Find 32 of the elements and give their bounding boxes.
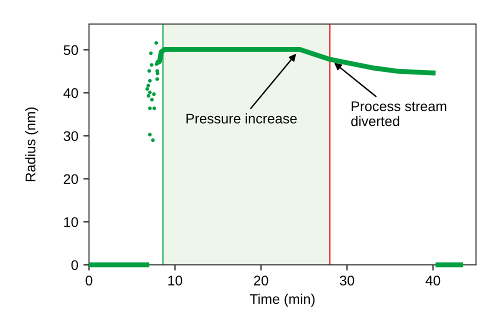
annotation: Pressure increase bbox=[186, 113, 297, 124]
point bbox=[155, 77, 160, 81]
y-tick-label: 20 bbox=[64, 174, 78, 184]
point bbox=[152, 106, 156, 110]
point bbox=[148, 132, 152, 136]
y-tick-label: 30 bbox=[64, 131, 78, 142]
x-tick-label: 40 bbox=[426, 276, 440, 286]
y-tick-label: 40 bbox=[63, 88, 78, 98]
point bbox=[146, 84, 150, 88]
y-tick-label: 10 bbox=[64, 217, 78, 228]
y-axis-title: Radius (nm) bbox=[25, 107, 38, 182]
point bbox=[154, 41, 158, 45]
x-tick-label: 10 bbox=[168, 276, 182, 286]
annotation: Process stream diverted bbox=[351, 101, 446, 126]
x-tick-label: 0 bbox=[86, 276, 92, 286]
x-tick-label: 20 bbox=[254, 276, 268, 286]
point bbox=[145, 87, 150, 91]
y-tick-label: 0 bbox=[71, 260, 78, 270]
point bbox=[148, 106, 152, 110]
point bbox=[151, 138, 155, 142]
point bbox=[149, 51, 153, 56]
point bbox=[150, 98, 154, 102]
point bbox=[148, 78, 152, 83]
y-tick-label: 50 bbox=[64, 45, 78, 56]
point bbox=[147, 69, 152, 73]
point bbox=[150, 63, 154, 67]
point bbox=[156, 72, 160, 76]
point bbox=[146, 94, 150, 98]
point bbox=[152, 92, 156, 96]
point bbox=[148, 90, 152, 94]
x-tick-label: 30 bbox=[340, 276, 354, 286]
x-axis-title: Time (min) bbox=[250, 294, 315, 307]
